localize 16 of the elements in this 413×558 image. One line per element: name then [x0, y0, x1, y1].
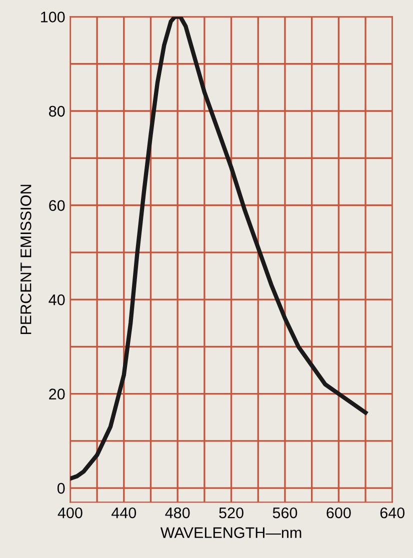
- y-tick-label: 20: [49, 388, 65, 400]
- x-tick-label: 560: [272, 507, 298, 518]
- x-tick-label: 520: [219, 507, 244, 518]
- x-tick-label: 400: [58, 507, 82, 518]
- x-tick-label: 600: [326, 507, 351, 518]
- x-tick-label: 440: [112, 507, 136, 518]
- x-axis-title: WAVELENGTH—nm: [160, 527, 302, 538]
- y-tick-label: 100: [41, 12, 65, 22]
- y-axis-title: PERCENT EMISSION: [20, 184, 32, 334]
- y-tick-label: 80: [49, 106, 65, 117]
- y-tick-label: 40: [48, 294, 65, 306]
- y-tick-label: 60: [49, 200, 65, 211]
- x-tick-label: 480: [165, 507, 190, 518]
- line-series: [70, 16, 368, 481]
- x-tick-label: 640: [380, 507, 404, 518]
- y-tick-label: 0: [57, 482, 65, 494]
